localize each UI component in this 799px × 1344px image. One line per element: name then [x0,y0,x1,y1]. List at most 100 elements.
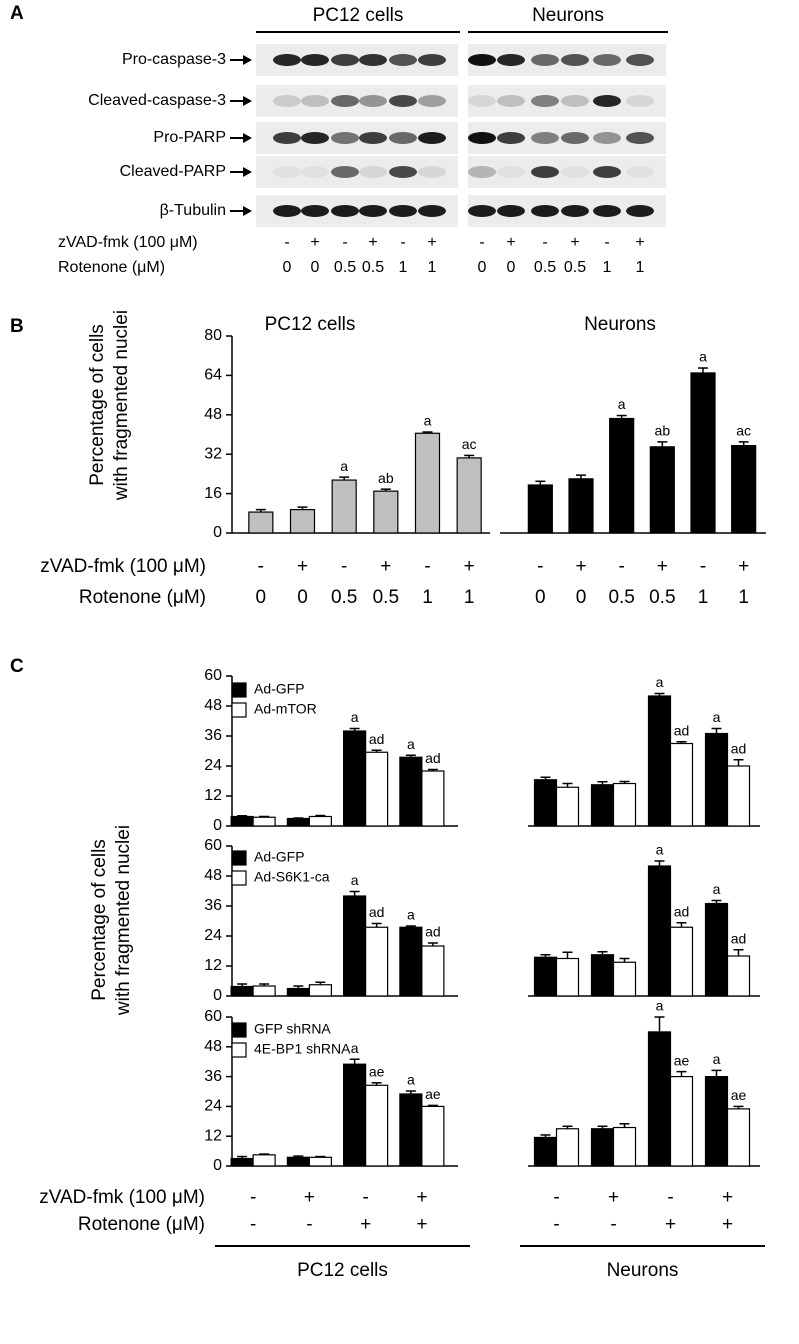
treatment-value: 1 [698,587,709,608]
treatment-value: + [416,1187,427,1208]
bar [252,985,276,997]
bar [286,1156,310,1167]
panel-letter: C [10,656,24,677]
bar [555,1128,580,1167]
annotation: a [407,736,415,752]
blot-band [561,205,589,217]
treatment-value: 1 [399,259,408,276]
bar [308,1156,332,1167]
bar [669,926,694,997]
bar [669,742,694,827]
y-tick-label: 60 [204,1008,222,1025]
bar [230,1157,254,1167]
bar [555,957,580,997]
bar [726,765,751,827]
treatment-value: + [304,1187,315,1208]
blot-band [301,166,329,178]
bar [248,511,274,534]
treatment-value: - [700,556,706,577]
y-tick-label: 16 [204,485,222,502]
treatment-value: + [380,556,391,577]
y-tick-label: 48 [204,867,222,884]
treatment-value: 0.5 [373,587,399,608]
treatment-value: + [297,556,308,577]
treatment-value: 0.5 [608,587,634,608]
treatment-value: 0 [535,587,546,608]
bar [365,751,389,827]
bar [649,446,675,534]
treatment-value: + [570,234,579,251]
bar [421,1105,445,1167]
treatment-value: - [610,1214,616,1235]
bar [726,1108,751,1167]
treatment-value: - [553,1214,559,1235]
blot-strip [468,156,666,188]
blot-band [359,95,387,107]
y-axis-label: with fragmented nuclei [111,310,132,501]
treatment-value: 1 [464,587,475,608]
bar [533,956,558,997]
legend-swatch [231,702,247,718]
blot-band [359,54,387,66]
annotation: ad [674,722,690,738]
blot-band [626,132,654,144]
blot-band [359,132,387,144]
blot-band [418,95,446,107]
blot-band [301,205,329,217]
treatment-value: + [310,234,319,251]
treatment-label: Rotenone (μM) [78,1214,205,1235]
annotation: ad [369,731,385,747]
annotation: ab [378,470,394,486]
treatment-value: 0 [256,587,267,608]
group-header: PC12 cells [313,5,404,26]
blot-band [418,132,446,144]
bar [308,984,332,997]
bar [252,1154,276,1167]
blot-band [626,95,654,107]
blot-band [531,132,559,144]
blot-band [561,95,589,107]
blot-band [418,205,446,217]
bar [612,782,637,827]
treatment-value: 1 [428,259,437,276]
blot-band [331,205,359,217]
annotation: ad [369,904,385,920]
annotation: ad [731,930,747,946]
group-label: PC12 cells [297,1260,388,1281]
blot-band [468,54,496,66]
y-tick-label: 60 [204,837,222,854]
treatment-value: - [479,234,484,251]
treatment-value: + [416,1214,427,1235]
blot-band [531,95,559,107]
legend-label: GFP shRNA [254,1021,331,1037]
bar [704,902,729,997]
arrow-head [243,206,252,216]
panel-letter: A [10,3,24,24]
bar [365,926,389,997]
legend-label: Ad-mTOR [254,701,317,717]
bar [414,432,441,534]
annotation: a [351,1040,359,1056]
treatment-value: + [360,1214,371,1235]
treatment-value: - [250,1187,256,1208]
y-tick-label: 12 [204,1127,222,1144]
legend-swatch [231,1042,247,1058]
treatment-value: 0 [507,259,516,276]
blot-band [593,132,621,144]
annotation: a [351,709,359,725]
blot-band [301,95,329,107]
y-axis-label: Percentage of cells [87,324,108,486]
blot-band [418,166,446,178]
treatment-value: - [258,556,264,577]
annotation: a [424,413,432,429]
blot-row-label: Cleaved-PARP [120,163,226,180]
y-tick-label: 36 [204,897,222,914]
legend-label: 4E-BP1 shRNA [254,1041,351,1057]
treatment-value: 0 [576,587,587,608]
blot-band [531,166,559,178]
treatment-value: - [604,234,609,251]
bar [230,815,254,827]
treatment-value: - [553,1187,559,1208]
bar [399,756,423,827]
bar [308,815,332,827]
